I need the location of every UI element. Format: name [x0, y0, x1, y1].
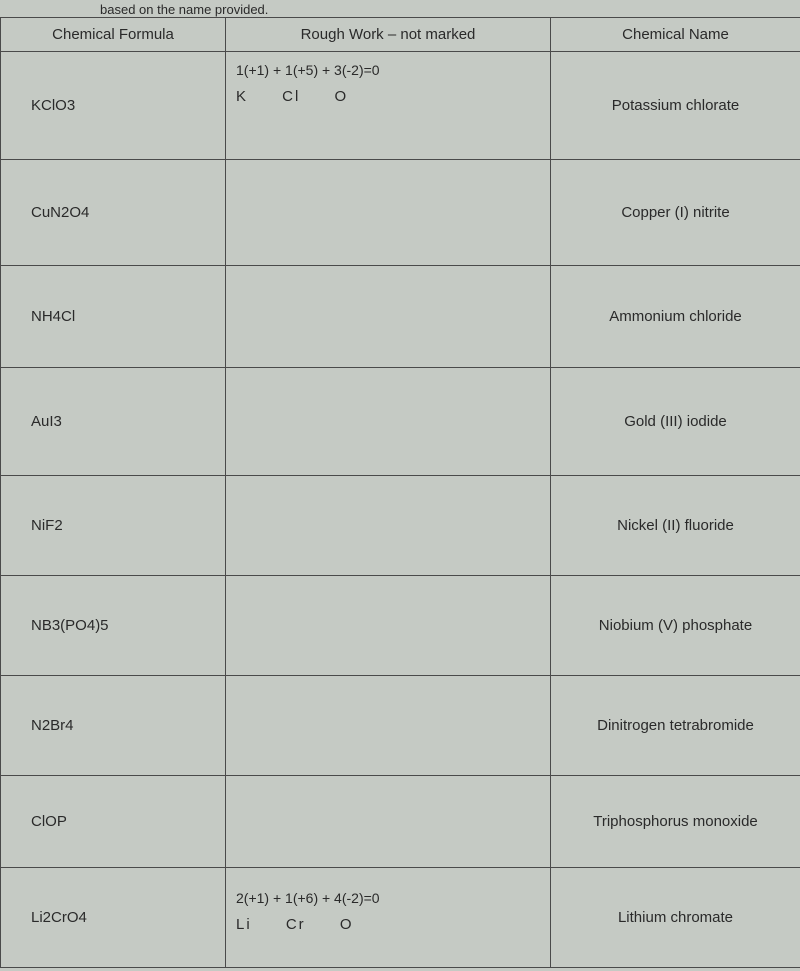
rough-equation: 1(+1) + 1(+5) + 3(-2)=0: [236, 58, 540, 83]
table-row: NB3(PO4)5 Niobium (V) phosphate: [1, 576, 800, 676]
chemical-name-cell: Gold (III) iodide: [551, 368, 800, 476]
rough-work-cell: 1(+1) + 1(+5) + 3(-2)=0 K Cl O: [226, 52, 551, 160]
chemistry-table: Chemical Formula Rough Work – not marked…: [0, 17, 800, 968]
formula-cell: NiF2: [1, 476, 226, 576]
chemical-name-cell: Nickel (II) fluoride: [551, 476, 800, 576]
rough-elements: K Cl O: [236, 83, 540, 110]
rough-elements: Li Cr O: [236, 911, 540, 938]
formula-cell: ClOP: [1, 776, 226, 868]
formula-cell: N2Br4: [1, 676, 226, 776]
formula-cell: Li2CrO4: [1, 868, 226, 968]
formula-cell: KClO3: [1, 52, 226, 160]
chemical-name-cell: Lithium chromate: [551, 868, 800, 968]
col-header-rough: Rough Work – not marked: [226, 18, 551, 52]
formula-cell: CuN2O4: [1, 160, 226, 266]
rough-work-cell: 2(+1) + 1(+6) + 4(-2)=0 Li Cr O: [226, 868, 551, 968]
chemical-name-cell: Copper (I) nitrite: [551, 160, 800, 266]
table-row: ClOP Triphosphorus monoxide: [1, 776, 800, 868]
chemical-name-cell: Dinitrogen tetrabromide: [551, 676, 800, 776]
rough-work-cell: [226, 776, 551, 868]
table-row: CuN2O4 Copper (I) nitrite: [1, 160, 800, 266]
table-row: NH4Cl Ammonium chloride: [1, 266, 800, 368]
rough-work-cell: [226, 576, 551, 676]
table-row: N2Br4 Dinitrogen tetrabromide: [1, 676, 800, 776]
chemical-name-cell: Triphosphorus monoxide: [551, 776, 800, 868]
rough-work-cell: [226, 676, 551, 776]
instruction-fragment: based on the name provided.: [0, 0, 800, 17]
chemical-name-cell: Potassium chlorate: [551, 52, 800, 160]
rough-work-cell: [226, 160, 551, 266]
table-row: NiF2 Nickel (II) fluoride: [1, 476, 800, 576]
col-header-formula: Chemical Formula: [1, 18, 226, 52]
worksheet-page: based on the name provided. Chemical For…: [0, 0, 800, 971]
col-header-name: Chemical Name: [551, 18, 800, 52]
formula-cell: NB3(PO4)5: [1, 576, 226, 676]
rough-equation: 2(+1) + 1(+6) + 4(-2)=0: [236, 886, 540, 911]
table-row: KClO3 1(+1) + 1(+5) + 3(-2)=0 K Cl O Pot…: [1, 52, 800, 160]
header-row: Chemical Formula Rough Work – not marked…: [1, 18, 800, 52]
table-row: Li2CrO4 2(+1) + 1(+6) + 4(-2)=0 Li Cr O …: [1, 868, 800, 968]
formula-cell: NH4Cl: [1, 266, 226, 368]
table-row: AuI3 Gold (III) iodide: [1, 368, 800, 476]
chemical-name-cell: Niobium (V) phosphate: [551, 576, 800, 676]
chemical-name-cell: Ammonium chloride: [551, 266, 800, 368]
rough-work-cell: [226, 368, 551, 476]
formula-cell: AuI3: [1, 368, 226, 476]
rough-work-cell: [226, 266, 551, 368]
rough-work-cell: [226, 476, 551, 576]
